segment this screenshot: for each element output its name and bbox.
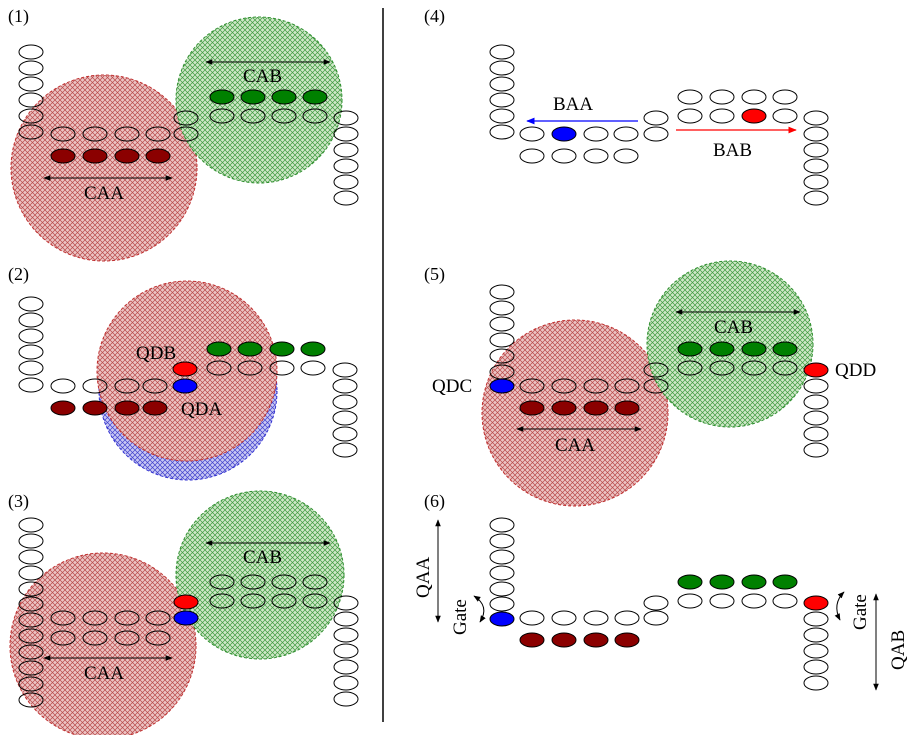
qdb-dot — [172, 361, 198, 377]
caa-label-5: CAA — [555, 435, 595, 456]
panel-6: (6) QAA Gate Gate QAB — [413, 491, 907, 691]
qab-qubit-dot — [803, 595, 829, 611]
panel-label-5: (5) — [424, 264, 445, 285]
cab-electrons-5 — [677, 341, 798, 357]
caa-gate-region — [10, 74, 198, 262]
caa-gate-region-5 — [481, 319, 669, 507]
qaa-label: QAA — [413, 557, 434, 598]
panel-1: (1) CAB CAA — [8, 6, 359, 262]
qdc-label: QDC — [432, 376, 472, 397]
cab-label: CAB — [243, 66, 282, 87]
dark-red-electrons-6 — [519, 632, 640, 648]
dot-chain-6 — [489, 517, 829, 691]
blue-electron-4 — [551, 126, 577, 142]
cab-gate-region-3 — [175, 490, 345, 660]
panel-label-4: (4) — [424, 6, 445, 27]
dot-chain-5 — [489, 284, 829, 458]
cab-electrons — [209, 89, 328, 105]
qdb-label: QDB — [136, 343, 176, 364]
dark-red-electrons-2 — [50, 400, 168, 416]
dot-chain-4 — [489, 44, 829, 206]
panel-label-1: (1) — [8, 6, 29, 27]
cab-label-3: CAB — [243, 547, 282, 568]
bab-label: BAB — [713, 140, 752, 161]
gate-right-label: Gate — [850, 594, 871, 630]
caa-label: CAA — [84, 183, 124, 204]
panel-label-2: (2) — [8, 264, 29, 285]
green-electrons-6 — [677, 574, 798, 590]
panel-5: (5) CAB CAA QDC QDD — [424, 260, 876, 507]
panel-2: (2) QDB QDA — [8, 264, 358, 481]
cab-label-5: CAB — [714, 317, 753, 338]
qdc-dot — [489, 378, 515, 394]
panel-4: (4) BAA BAB — [424, 6, 829, 206]
caa-label-3: CAA — [84, 663, 124, 684]
qda-dot-3 — [173, 610, 199, 626]
gate-left-label: Gate — [450, 599, 471, 635]
dot-chain-2 — [18, 296, 358, 458]
caa-gate-region-3 — [9, 552, 197, 735]
red-electron-4 — [741, 108, 767, 124]
green-electrons-2 — [206, 341, 326, 357]
gate-right-curved-arrow — [834, 591, 845, 621]
panel-3: (3) CAB CAA — [8, 490, 359, 735]
qda-dot — [172, 378, 198, 394]
gate-left-curved-arrow — [473, 595, 486, 623]
baa-label: BAA — [553, 94, 593, 115]
qdd-label: QDD — [835, 360, 876, 381]
qda-label: QDA — [181, 399, 222, 420]
dot-chain-1 — [18, 44, 359, 206]
qdb-dot-3 — [173, 594, 199, 610]
qaa-qubit-dot — [489, 611, 515, 627]
panel-label-3: (3) — [8, 491, 29, 512]
qab-label: QAB — [888, 630, 907, 670]
caa-electrons — [50, 148, 171, 164]
caa-electrons-5 — [519, 400, 640, 416]
qdd-dot — [803, 362, 829, 378]
panel-label-6: (6) — [424, 491, 445, 512]
dot-chain-3 — [18, 517, 359, 708]
